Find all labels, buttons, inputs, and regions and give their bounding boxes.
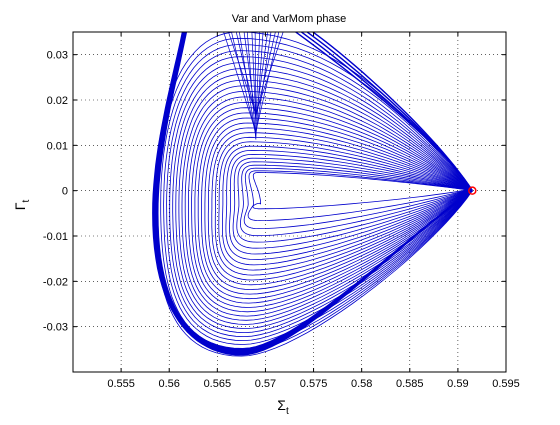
trajectory-loop — [207, 127, 470, 286]
x-tick-label: 0.575 — [300, 378, 328, 390]
marker-layer — [468, 186, 477, 195]
y-tick-label: -0.01 — [43, 231, 68, 243]
trajectory-loop — [225, 149, 469, 260]
trajectory-fan-line — [243, 32, 257, 119]
plot-frame — [72, 31, 507, 373]
y-tick-label: 0.02 — [47, 95, 68, 107]
y-tick-label: 0 — [62, 186, 68, 198]
trajectory-loop — [221, 145, 470, 266]
trajectory-loop — [194, 107, 471, 304]
trajectory-fan-line — [251, 32, 257, 122]
x-tick-label: 0.59 — [447, 378, 468, 390]
x-tick-label: 0.58 — [351, 378, 372, 390]
trajectory-loop — [160, 44, 473, 349]
trajectory-fan-line — [235, 32, 257, 117]
trajectory-fan-line — [255, 32, 264, 137]
trajectory-loop — [181, 85, 472, 321]
trajectory-loop — [191, 101, 471, 308]
x-tick-label: 0.57 — [255, 378, 276, 390]
trajectory-loop — [243, 167, 468, 230]
trajectory-fan-line — [255, 32, 272, 135]
x-axis-label-sub: t — [286, 406, 289, 417]
y-tick-label: 0.01 — [47, 140, 68, 152]
trajectory-loop — [184, 90, 471, 317]
x-tick-label: 0.56 — [159, 378, 180, 390]
trajectory-fan-line — [238, 32, 257, 137]
trajectory-fan-line — [255, 32, 280, 132]
trajectory-loop — [197, 112, 471, 300]
x-tick-label: 0.585 — [396, 378, 424, 390]
trajectory-loop — [214, 136, 470, 276]
trajectory-fan-line — [228, 32, 257, 114]
trajectory-loop — [187, 96, 471, 313]
trajectory-loop — [211, 132, 470, 281]
y-tick-label: -0.03 — [43, 322, 68, 334]
x-axis-label-base: Σ — [277, 397, 286, 413]
trajectory-loop — [247, 170, 468, 222]
trajectory-fan-line — [255, 32, 261, 122]
trajectory-fan-line — [223, 32, 257, 132]
trajectory-upper-band — [311, 32, 473, 192]
y-axis-ticks: 0.03 0.02 0.01 0 -0.01 -0.02 -0.03 — [43, 50, 506, 334]
trajectory-loop — [236, 161, 469, 243]
trajectory-loop — [239, 164, 469, 237]
chart-title: Var and VarMom phase — [232, 13, 347, 25]
x-tick-label: 0.565 — [204, 378, 232, 390]
trajectory-loop — [204, 122, 470, 290]
x-tick-label: 0.595 — [492, 378, 520, 390]
y-tick-label: -0.02 — [43, 276, 68, 288]
trajectory-loop — [178, 79, 472, 325]
phase-trajectory — [152, 32, 473, 357]
trajectory-outer-band — [156, 32, 473, 350]
trajectory-loop — [172, 68, 472, 334]
trajectory-loop — [169, 62, 472, 338]
trajectory-loop — [252, 172, 468, 210]
x-axis-ticks: 0.555 0.56 0.565 0.57 0.575 0.58 0.585 0.59 0.59… — [107, 32, 520, 390]
trajectory-loop — [229, 153, 469, 255]
y-axis-label-sub: t — [21, 200, 32, 203]
trajectory-fan-line — [255, 32, 276, 117]
trajectory-loop — [201, 117, 471, 295]
y-tick-label: 0.03 — [47, 50, 68, 62]
x-tick-label: 0.555 — [107, 378, 135, 390]
fixed-point-marker — [468, 186, 477, 195]
trajectory-fan-line — [231, 32, 257, 135]
y-axis-label-base: Γ — [12, 202, 28, 210]
x-axis-label: Σt — [277, 397, 289, 417]
y-axis-label: Γt — [12, 200, 32, 211]
trajectory-loop — [218, 141, 470, 271]
trajectory-loop — [175, 73, 472, 330]
trajectory-loop — [232, 157, 469, 249]
